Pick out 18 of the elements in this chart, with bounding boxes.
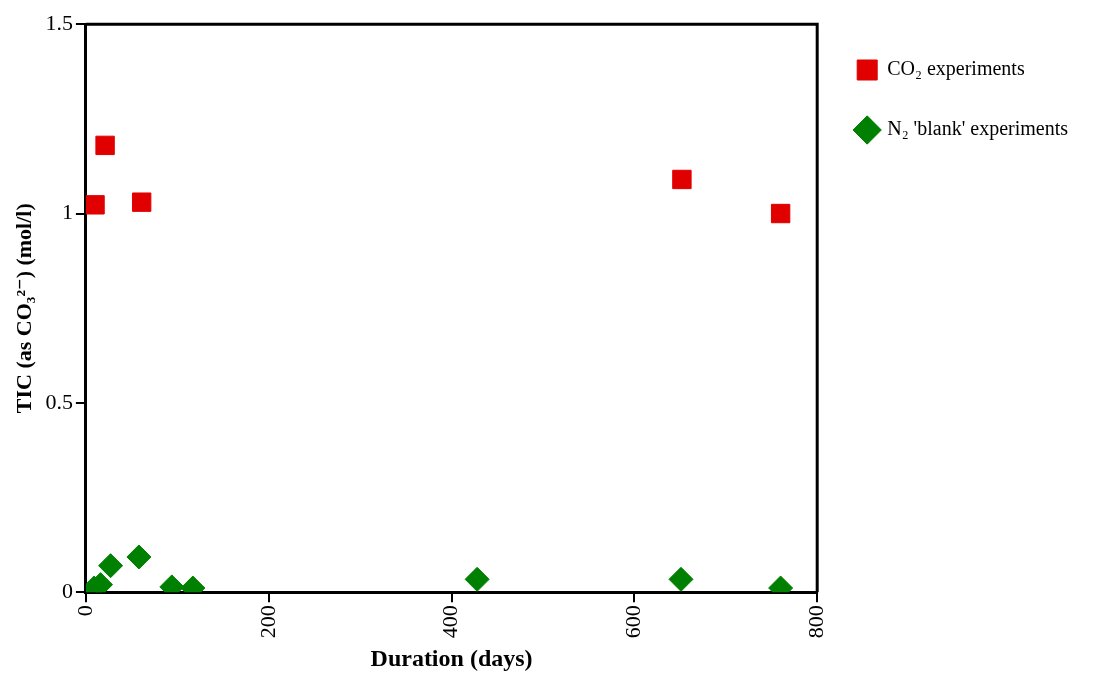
y-tick-label: 1 <box>61 199 73 225</box>
x-tick-label: 400 <box>437 605 463 639</box>
y-tick-label: 0.5 <box>45 388 73 414</box>
point <box>95 135 115 156</box>
x-axis-title: Duration (days) <box>370 644 533 671</box>
point <box>131 192 152 212</box>
x-tick-label: 800 <box>802 605 828 639</box>
y-axis-title: TIC (as CO₃²⁻) (mol/l) <box>10 203 36 414</box>
y-tick-label: 1.5 <box>45 9 73 35</box>
y-tick-label: 0 <box>61 577 73 603</box>
point <box>672 169 692 190</box>
legend-label: N₂ 'blank' experiments <box>887 117 1069 141</box>
x-tick-label: 600 <box>620 605 646 639</box>
x-tick-label: 0 <box>71 605 97 617</box>
point <box>85 195 105 215</box>
point <box>770 203 791 224</box>
x-tick-label: 200 <box>254 605 280 639</box>
legend-label: CO₂ experiments <box>887 57 1025 81</box>
